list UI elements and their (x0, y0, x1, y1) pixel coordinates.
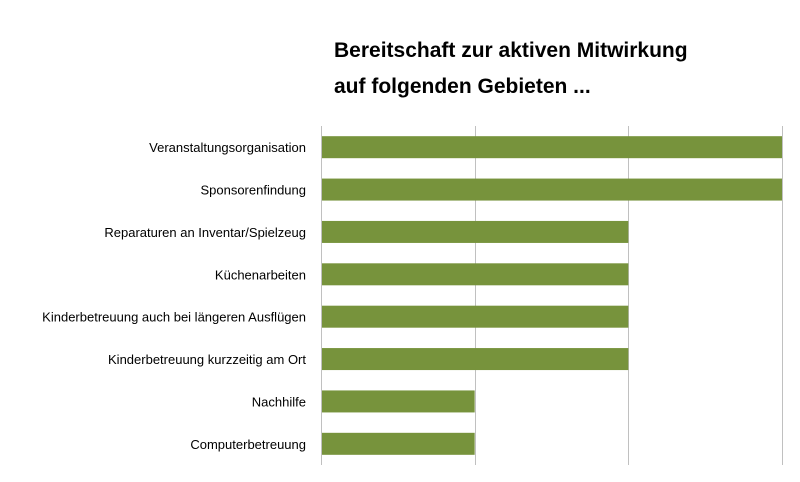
category-label-4: Kinderbetreuung auch bei längeren Ausflü… (42, 310, 306, 325)
bar-3 (322, 263, 629, 286)
category-label-0: Veranstaltungsorganisation (149, 140, 306, 155)
bar-7 (322, 432, 475, 455)
category-label-3: Küchenarbeiten (215, 267, 306, 282)
bar-2 (322, 220, 629, 243)
bars (322, 136, 782, 455)
bar-1 (322, 178, 782, 201)
category-label-7: Computerbetreuung (190, 437, 306, 452)
grid-lines (321, 126, 783, 465)
chart-title-line-2: auf folgenden Gebieten ... (334, 75, 591, 98)
bar-0 (322, 136, 782, 159)
bar-6 (322, 390, 475, 413)
category-label-1: Sponsorenfindung (200, 183, 306, 198)
category-labels: Veranstaltungsorganisation Sponsorenfindu… (42, 140, 306, 452)
bar-5 (322, 348, 629, 371)
category-label-5: Kinderbetreuung kurzzeitig am Ort (108, 352, 306, 367)
category-label-2: Reparaturen an Inventar/Spielzeug (104, 225, 306, 240)
chart-title: Bereitschaft zur aktiven Mitwirkung auf … (334, 33, 774, 105)
category-label-6: Nachhilfe (252, 394, 306, 409)
chart-title-line-1: Bereitschaft zur aktiven Mitwirkung (334, 39, 688, 62)
bar-4 (322, 305, 629, 328)
